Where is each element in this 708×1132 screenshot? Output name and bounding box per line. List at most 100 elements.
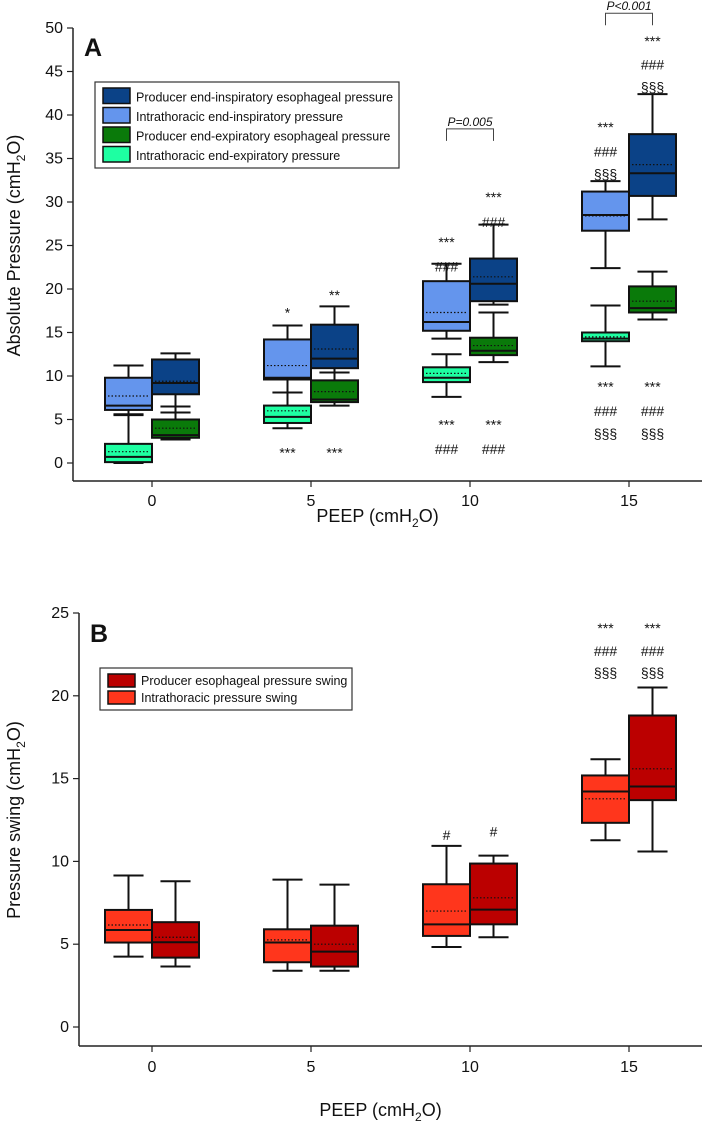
significance-marker: * xyxy=(285,304,291,320)
box-iqr xyxy=(469,257,518,303)
y-axis-title-sub: 2 xyxy=(14,741,28,748)
significance-marker: ### xyxy=(641,57,665,73)
legend-swatch xyxy=(102,87,131,105)
box-iqr xyxy=(151,358,200,396)
y-axis-title-text: O) xyxy=(4,721,24,741)
box-plot xyxy=(104,414,153,464)
series-3 xyxy=(104,304,630,464)
box-iqr xyxy=(151,921,200,959)
y-axis-title-text: O) xyxy=(4,135,24,155)
box-plot xyxy=(422,262,471,340)
box-plot xyxy=(263,324,312,394)
x-axis-title-text: O) xyxy=(422,1100,442,1120)
legend-label: Producer esophageal pressure swing xyxy=(141,674,347,688)
box-iqr xyxy=(422,366,471,384)
legend-swatch xyxy=(107,673,136,688)
box-plot xyxy=(628,270,677,321)
box-plot xyxy=(310,305,359,374)
box-iqr xyxy=(104,908,153,944)
x-tick-label: 10 xyxy=(461,493,479,510)
y-tick-label: 45 xyxy=(45,64,63,81)
box-plot xyxy=(263,878,312,972)
y-tick-label: 0 xyxy=(54,455,63,472)
significance-marker: *** xyxy=(597,620,614,636)
significance-marker: §§§ xyxy=(641,425,664,441)
legend-label: Intrathoracic end-inspiratory pressure xyxy=(136,110,343,124)
panel-label: B xyxy=(90,620,108,648)
y-tick-label: 20 xyxy=(45,281,63,298)
significance-marker: ### xyxy=(482,441,506,457)
y-tick-label: 40 xyxy=(45,107,63,124)
box-plot xyxy=(581,180,630,270)
significance-marker: ### xyxy=(482,214,506,230)
x-axis-title-sub: 2 xyxy=(412,516,419,530)
significance-marker: §§§ xyxy=(594,166,617,182)
x-tick-label: 5 xyxy=(307,1059,316,1076)
significance-marker: ### xyxy=(435,441,459,457)
series-2 xyxy=(151,270,677,441)
significance-marker: ### xyxy=(641,643,665,659)
box-plot xyxy=(310,883,359,972)
y-axis-title-text: Pressure swing (cmH xyxy=(4,748,24,919)
y-tick-label: 5 xyxy=(60,936,69,953)
significance-marker: ### xyxy=(641,403,665,419)
y-tick-label: 15 xyxy=(45,325,63,342)
y-axis-title: Absolute Pressure (cmH2O) xyxy=(4,135,28,357)
x-tick-label: 0 xyxy=(148,493,157,510)
box-plot xyxy=(263,391,312,430)
y-tick-label: 50 xyxy=(45,20,63,37)
box-iqr xyxy=(581,190,630,232)
x-tick-label: 15 xyxy=(620,493,638,510)
box-iqr xyxy=(310,924,359,968)
y-tick-label: 15 xyxy=(51,771,69,788)
x-tick-label: 5 xyxy=(307,493,316,510)
box-plot xyxy=(104,364,153,416)
significance-marker: # xyxy=(443,827,451,843)
significance-marker: *** xyxy=(326,445,343,461)
significance-marker: *** xyxy=(597,378,614,394)
significance-marker: # xyxy=(490,824,498,840)
y-axis-title-sub: 2 xyxy=(14,154,28,161)
box-plot xyxy=(151,405,200,441)
significance-marker: ### xyxy=(435,258,459,274)
x-axis-title: PEEP (cmH2O) xyxy=(319,1100,441,1124)
x-axis-title: PEEP (cmH2O) xyxy=(316,506,438,530)
box-iqr xyxy=(263,338,312,381)
legend-swatch xyxy=(102,145,131,163)
p-value-label: P=0.005 xyxy=(447,115,492,129)
legend-label: Intrathoracic end-expiratory pressure xyxy=(136,149,340,163)
legend: Producer esophageal pressure swing Intrat… xyxy=(99,667,353,711)
legend-frame xyxy=(94,81,400,169)
y-tick-label: 30 xyxy=(45,194,63,211)
x-tick-label: 10 xyxy=(461,1059,479,1076)
box-iqr xyxy=(310,323,359,370)
x-axis-title-text: O) xyxy=(419,506,439,526)
y-tick-label: 10 xyxy=(45,368,63,385)
series-0 xyxy=(151,93,677,414)
box-iqr xyxy=(469,336,518,357)
box-plot xyxy=(151,352,200,414)
box-plot xyxy=(422,353,471,398)
significance-marker: *** xyxy=(279,445,296,461)
box-iqr xyxy=(104,376,153,411)
y-tick-label: 20 xyxy=(51,688,69,705)
box-iqr xyxy=(422,280,471,332)
significance-marker: *** xyxy=(597,119,614,135)
significance-marker: *** xyxy=(438,417,455,433)
box-iqr xyxy=(469,862,518,926)
y-tick-label: 5 xyxy=(54,412,63,429)
legend-label: Intrathoracic pressure swing xyxy=(141,691,297,705)
y-tick-label: 10 xyxy=(51,853,69,870)
box-plot xyxy=(628,686,677,853)
box-plot xyxy=(469,223,518,306)
box-plot xyxy=(310,371,359,407)
legend-frame xyxy=(99,667,353,711)
series-1 xyxy=(104,758,630,972)
legend: Producer end-inspiratory esophageal pres… xyxy=(94,81,400,169)
significance-marker: *** xyxy=(644,33,661,49)
x-axis-title-text: PEEP (cmH xyxy=(316,506,412,526)
box-iqr xyxy=(263,404,312,424)
box-plot xyxy=(581,758,630,842)
y-tick-label: 0 xyxy=(60,1019,69,1036)
panel-label: A xyxy=(84,34,102,62)
